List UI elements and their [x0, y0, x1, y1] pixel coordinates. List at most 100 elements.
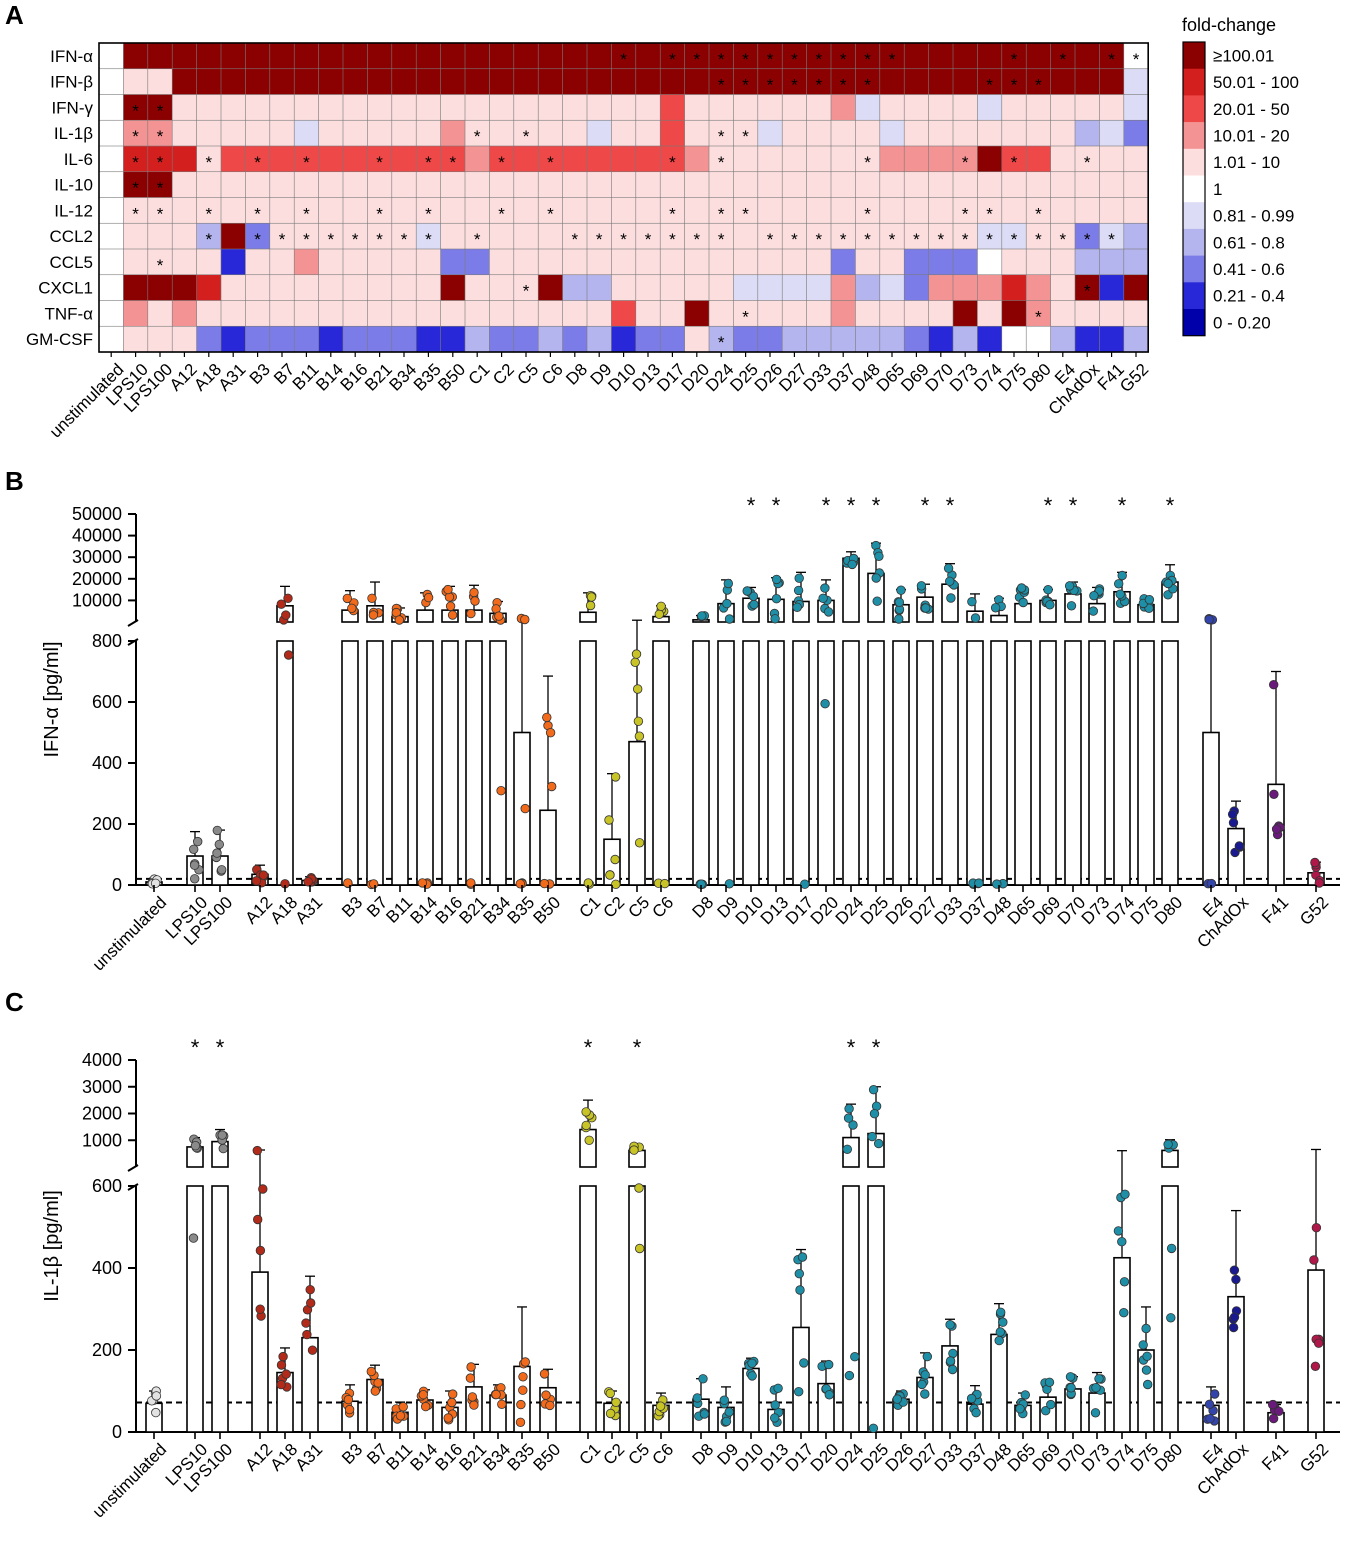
heatmap-cell: [903, 274, 930, 302]
legend-swatch: [1183, 202, 1205, 230]
data-point: [916, 581, 927, 591]
heatmap-cell: [855, 171, 881, 199]
heatmap-cell: [781, 68, 808, 96]
heatmap-cell: [391, 300, 417, 327]
heatmap-cell: [1050, 325, 1076, 353]
heatmap-row-label: TNF-α: [44, 304, 93, 323]
x-tick-label: B3: [338, 893, 366, 921]
heatmap-cell: [123, 197, 149, 224]
heatmap-cell: [342, 68, 369, 96]
significance-star: *: [767, 230, 774, 249]
x-tick-label: unstimulated: [89, 1440, 171, 1522]
heatmap-cell: [562, 248, 588, 276]
bar: [1137, 640, 1155, 886]
heatmap-cell: [855, 68, 881, 96]
heatmap-cell: [464, 197, 491, 224]
data-point: [539, 1369, 550, 1379]
heatmap-cell: [1074, 119, 1101, 147]
significance-star: *: [157, 101, 164, 120]
significance-star: *: [425, 230, 432, 249]
significance-star: *: [742, 307, 749, 326]
significance-star: *: [815, 76, 822, 95]
data-point: [1040, 1405, 1051, 1416]
heatmap-cell: [1123, 94, 1149, 121]
bar: [579, 611, 597, 623]
significance-star: *: [962, 153, 969, 172]
heatmap-cell: [611, 197, 637, 224]
heatmap-cell: [440, 171, 466, 199]
heatmap-cell: [733, 274, 759, 302]
heatmap-cell: [513, 42, 539, 70]
legend-label: 0.21 - 0.4: [1213, 287, 1285, 306]
significance-star: *: [1133, 50, 1140, 69]
significance-star: *: [718, 333, 725, 352]
bar: [628, 1185, 646, 1433]
heatmap-cell: [147, 145, 173, 173]
data-point: [698, 1374, 708, 1384]
data-point: [943, 563, 954, 574]
significance-star: *: [986, 76, 993, 95]
y-tick-label: 10000: [72, 590, 122, 610]
heatmap-cell: [1099, 248, 1125, 276]
data-point: [347, 603, 357, 614]
data-point: [470, 596, 480, 606]
data-point: [1271, 824, 1282, 834]
heatmap-row-label: IFN-α: [50, 47, 93, 66]
data-point: [794, 573, 804, 583]
data-point: [303, 877, 313, 887]
data-point: [770, 614, 780, 624]
heatmap-cell: [879, 68, 905, 96]
heatmap-cell: [1074, 197, 1101, 224]
heatmap-cell: [171, 119, 198, 147]
data-point: [871, 573, 881, 583]
bar: [842, 1185, 860, 1433]
significance-star: *: [132, 127, 139, 146]
heatmap-cell: [562, 171, 588, 199]
heatmap-cell: [196, 171, 222, 199]
data-point: [1314, 878, 1325, 888]
data-point: [946, 593, 956, 603]
heatmap-cell: [733, 94, 759, 121]
heatmap-cell: [952, 197, 979, 224]
heatmap-cell: [318, 145, 344, 173]
heatmap-cell: [806, 94, 832, 121]
heatmap-cell: [1074, 145, 1101, 173]
heatmap-cell: [733, 248, 759, 276]
heatmap-cell: [1074, 325, 1101, 353]
heatmap-cell: [1123, 197, 1149, 224]
legend-swatch: [1183, 175, 1205, 203]
heatmap-cell: [1001, 119, 1027, 147]
heatmap-cell: [269, 197, 295, 224]
panel-c-label: C: [5, 987, 24, 1017]
data-point: [1166, 1243, 1177, 1254]
heatmap-cell: [879, 119, 905, 147]
heatmap-cell: [98, 42, 125, 70]
data-point: [1142, 1379, 1153, 1390]
legend-swatch: [1183, 309, 1205, 336]
legend-swatch: [1183, 148, 1205, 176]
heatmap-cell: [928, 171, 954, 199]
heatmap-cell: [367, 68, 393, 96]
significance-star: *: [840, 76, 847, 95]
significance-star: *: [822, 493, 831, 518]
heatmap-cell: [684, 68, 710, 96]
y-tick-label: 50000: [72, 504, 122, 524]
heatmap-cell: [171, 68, 198, 96]
significance-star: *: [669, 230, 676, 249]
data-point: [892, 1394, 903, 1404]
heatmap-cell: [98, 119, 125, 147]
data-point: [634, 1183, 644, 1193]
data-point: [192, 836, 203, 847]
data-point: [799, 1358, 809, 1368]
significance-star: *: [1059, 50, 1066, 69]
heatmap-cell: [952, 171, 979, 199]
data-point: [445, 601, 456, 611]
bar: [1014, 640, 1032, 886]
heatmap-cell: [489, 145, 515, 173]
data-point: [770, 1413, 780, 1423]
bar: [465, 640, 483, 886]
heatmap-cell: [806, 68, 832, 96]
heatmap-cell: [1025, 171, 1052, 199]
data-point: [305, 1284, 315, 1295]
heatmap-cell: [220, 222, 247, 250]
